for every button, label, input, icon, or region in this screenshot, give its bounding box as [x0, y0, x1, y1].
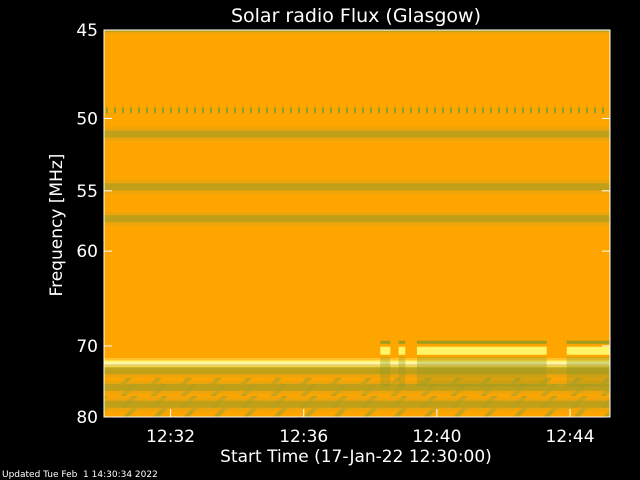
- band-halo: [104, 363, 610, 378]
- band-halo: [104, 211, 610, 226]
- x-tick-label: 12:36: [279, 427, 328, 447]
- band-halo: [104, 380, 610, 395]
- band-dim: [104, 215, 610, 223]
- chart-title: Solar radio Flux (Glasgow): [231, 5, 481, 27]
- x-tick-label: 12:40: [412, 427, 461, 447]
- burst-shadow: [416, 356, 547, 387]
- band-dim: [104, 400, 610, 408]
- y-tick-label: 45: [76, 21, 98, 41]
- plot-frame: [103, 29, 611, 418]
- band-dim: [104, 183, 610, 191]
- x-axis: 12:32 12:36 12:40 12:44: [146, 409, 595, 447]
- y-axis-label-unit: [MHz]: [47, 154, 67, 204]
- plot-area: [104, 30, 610, 417]
- y-tick-label: 60: [76, 242, 98, 262]
- y-tick-label: 50: [76, 109, 98, 129]
- band-dim: [104, 367, 610, 375]
- burst-segment: [416, 346, 547, 355]
- band-dim: [104, 30, 610, 32]
- burst-segment: [566, 346, 610, 355]
- y-tick-label: 80: [76, 408, 98, 428]
- burst-upper-edge: [380, 340, 391, 344]
- y-axis-label: Frequency [MHz]: [47, 154, 67, 297]
- burst-segment: [380, 346, 391, 355]
- x-tick-label: 12:44: [546, 427, 595, 447]
- band-halo: [104, 30, 610, 34]
- y-tick-label: 55: [76, 182, 98, 202]
- band-halo: [104, 127, 610, 142]
- burst-upper-edge: [398, 340, 406, 344]
- burst-upper-edge: [416, 340, 547, 344]
- x-tick-label: 12:32: [146, 427, 195, 447]
- y-axis-label-text: Frequency: [47, 203, 67, 296]
- footer-updated: Updated Tue Feb 1 14:30:34 2022: [2, 470, 158, 480]
- band-dim: [104, 130, 610, 138]
- bands-layer: [104, 30, 610, 412]
- band-halo: [104, 397, 610, 412]
- x-axis-label: Start Time (17-Jan-22 12:30:00): [220, 447, 492, 467]
- bursts-layer: [380, 340, 610, 387]
- burst-upper-edge: [566, 340, 610, 344]
- y-axis: 45 50 55 60 70 80: [76, 21, 610, 428]
- band-dashed: [104, 107, 610, 114]
- band-dim: [104, 383, 610, 391]
- burst-segment: [398, 346, 406, 355]
- burst-shadow: [380, 356, 391, 387]
- burst-shadow: [566, 356, 610, 387]
- y-tick-label: 70: [76, 337, 98, 357]
- band-halo: [104, 179, 610, 194]
- burst-shadow: [398, 356, 406, 387]
- band-core: [104, 362, 610, 366]
